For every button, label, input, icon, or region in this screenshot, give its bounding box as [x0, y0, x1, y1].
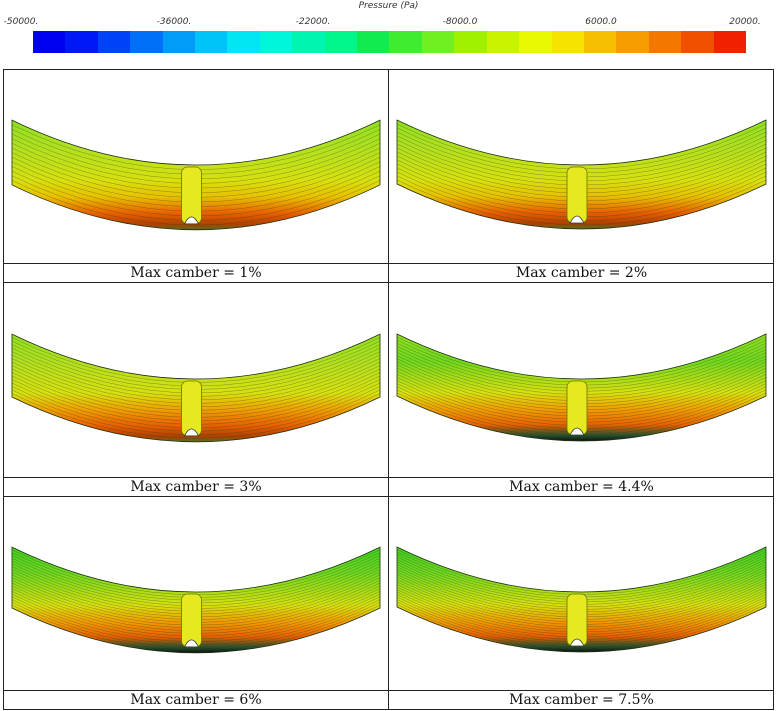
colorbar-tick: -50000.	[3, 17, 39, 27]
colorbar-segment	[65, 31, 98, 53]
colorbar-strip	[33, 31, 746, 53]
colorbar-tick: -22000.	[295, 17, 331, 27]
panel-caption: Max camber = 3%	[4, 477, 388, 497]
colorbar-segment	[648, 31, 682, 53]
colorbar-segment	[227, 31, 260, 53]
colorbar-segment	[259, 31, 293, 53]
colorbar-tick: -36000.	[156, 17, 192, 27]
colorbar-segment	[519, 31, 552, 53]
colorbar-segment	[454, 31, 487, 53]
panel-camber-2: Max camber = 2%	[389, 70, 774, 284]
pressure-colorbar: Pressure (Pa) -50000. -36000. -22000. -8…	[0, 0, 777, 68]
panel-camber-7-5: Max camber = 7.5%	[389, 497, 774, 710]
colorbar-segment	[713, 31, 746, 53]
panel-camber-1: Max camber = 1%	[4, 70, 389, 284]
pressure-contour-image	[11, 333, 381, 443]
panel-caption: Max camber = 1%	[4, 263, 388, 283]
pressure-contour-image	[396, 546, 767, 653]
colorbar-tick: 6000.0	[585, 17, 617, 27]
colorbar-segment	[324, 31, 358, 53]
colorbar-segment	[583, 31, 617, 53]
panel-caption: Max camber = 4.4%	[389, 477, 774, 497]
panel-camber-3: Max camber = 3%	[4, 284, 389, 497]
colorbar-segment	[357, 31, 390, 53]
pressure-contour-image	[11, 119, 381, 231]
colorbar-tick: 20000.	[729, 17, 761, 27]
pressure-contour-image	[396, 333, 767, 442]
colorbar-segment	[162, 31, 196, 53]
panel-camber-6: Max camber = 6%	[4, 497, 389, 710]
panel-caption: Max camber = 7.5%	[389, 690, 774, 710]
colorbar-segment	[130, 31, 163, 53]
colorbar-segment	[195, 31, 228, 53]
colorbar-segment	[292, 31, 325, 53]
colorbar-segment	[616, 31, 649, 53]
colorbar-segment	[389, 31, 422, 53]
colorbar-segment	[33, 31, 66, 53]
colorbar-segment	[421, 31, 455, 53]
panel-caption: Max camber = 2%	[389, 263, 774, 283]
colorbar-segment	[486, 31, 520, 53]
colorbar-title: Pressure (Pa)	[358, 1, 419, 11]
panel-camber-4-4: Max camber = 4.4%	[389, 284, 774, 497]
panel-caption: Max camber = 6%	[4, 690, 388, 710]
colorbar-segment	[681, 31, 714, 53]
colorbar-segment	[551, 31, 584, 53]
contour-panel-grid: Max camber = 1% Max camber = 2% Max camb…	[3, 69, 774, 710]
colorbar-tick: -8000.0	[442, 17, 478, 27]
pressure-contour-image	[11, 546, 381, 654]
colorbar-segment	[97, 31, 131, 53]
pressure-contour-image	[396, 119, 767, 230]
